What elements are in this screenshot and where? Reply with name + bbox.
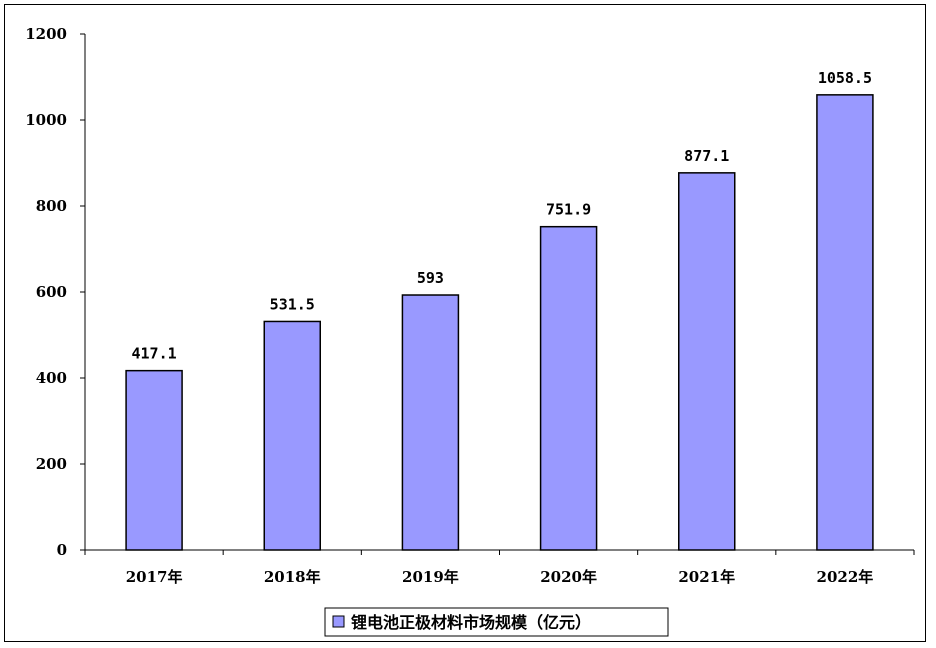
data-label: 877.1 xyxy=(684,147,729,165)
y-tick-label: 800 xyxy=(36,197,67,215)
legend-swatch xyxy=(332,615,345,628)
bar xyxy=(678,172,736,551)
y-tick-label: 600 xyxy=(36,283,67,301)
x-category-label: 2017年 xyxy=(126,568,183,586)
x-category-label: 2018年 xyxy=(264,568,321,586)
bar xyxy=(401,294,460,551)
x-category-label: 2020年 xyxy=(540,568,597,586)
legend-label: 锂电池正极材料市场规模（亿元） xyxy=(351,613,591,632)
data-label: 751.9 xyxy=(546,201,591,219)
data-label: 593 xyxy=(417,269,444,287)
bar xyxy=(263,320,321,551)
y-tick-label: 200 xyxy=(36,455,67,473)
x-category-label: 2022年 xyxy=(817,568,874,586)
y-tick-label: 400 xyxy=(36,369,67,387)
y-tick-label: 1000 xyxy=(25,111,67,129)
y-tick-label: 1200 xyxy=(25,25,67,43)
data-label: 531.5 xyxy=(270,295,315,313)
x-category-label: 2021年 xyxy=(678,568,735,586)
bar xyxy=(816,94,874,551)
bar xyxy=(539,225,598,551)
y-tick-label: 0 xyxy=(57,541,67,559)
data-label: 417.1 xyxy=(132,345,177,363)
data-label: 1058.5 xyxy=(818,69,872,87)
x-category-label: 2019年 xyxy=(402,568,459,586)
bar xyxy=(125,369,183,551)
legend-box xyxy=(324,607,669,637)
